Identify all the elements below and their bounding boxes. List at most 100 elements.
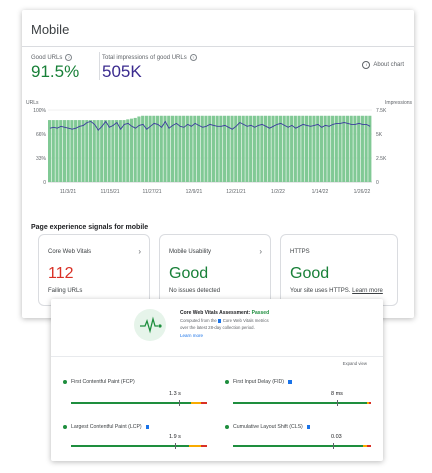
x-tick-label: 1/14/22 xyxy=(312,189,329,195)
right-tick-label: 7.5K xyxy=(376,108,387,114)
metric-name: First Contentful Paint (FCP) xyxy=(71,379,135,385)
pulse-icon xyxy=(134,309,166,341)
card-title: HTTPS xyxy=(290,249,310,255)
distribution-bar-ni xyxy=(367,402,369,404)
chart-bar xyxy=(308,115,312,182)
divider xyxy=(99,52,100,80)
metric-fid: First Input Delay (FID) xyxy=(225,379,292,385)
chart-bar xyxy=(107,120,111,182)
impressions-value: 505K xyxy=(102,62,142,81)
cwv-assessment-card: Core Web Vitals Assessment: Passed Compu… xyxy=(51,299,383,461)
core-metric-icon xyxy=(306,425,311,429)
core-metric-icon xyxy=(217,319,222,323)
chart-bar xyxy=(85,120,89,182)
chart-bar xyxy=(301,115,305,182)
chart-bar xyxy=(234,115,238,182)
metric-value: 8 ms xyxy=(331,391,343,397)
distribution-bar-good xyxy=(233,445,363,447)
chart-bar xyxy=(103,120,107,182)
metric-value: 0.03 xyxy=(331,434,342,440)
expand-view-link[interactable]: Expand view xyxy=(342,361,367,366)
chart-bar xyxy=(312,115,316,182)
chart-bar xyxy=(185,115,189,182)
impressions-label: Total impressions of good URLs ? xyxy=(102,54,197,61)
chart-bar xyxy=(349,115,353,182)
https-card[interactable]: HTTPS Good Your site uses HTTPS. Learn m… xyxy=(280,234,398,306)
divider xyxy=(22,46,414,47)
card-subtitle: No issues detected xyxy=(169,288,221,294)
chart-bar xyxy=(297,115,301,182)
chart-bar xyxy=(148,115,152,182)
chart-bar xyxy=(334,115,338,182)
about-chart-link[interactable]: i About chart xyxy=(362,61,404,69)
core-metric-icon xyxy=(288,380,292,384)
card-subtitle: Failing URLs xyxy=(48,288,83,294)
core-web-vitals-card[interactable]: Core Web Vitals › 112 Failing URLs xyxy=(38,234,150,306)
failing-urls-count: 112 xyxy=(48,265,74,282)
chart-bar xyxy=(174,115,178,182)
chart-bar xyxy=(167,115,171,182)
chart-bar xyxy=(193,115,197,182)
about-chart-text: About chart xyxy=(373,62,404,68)
chart-bar xyxy=(189,115,193,182)
chart-bar xyxy=(345,115,350,182)
chart-bar xyxy=(178,115,182,182)
chart-bar xyxy=(200,115,204,182)
chart-bar xyxy=(211,115,215,182)
chart-bar xyxy=(323,115,327,182)
help-icon[interactable]: ? xyxy=(65,54,73,61)
chart-bar xyxy=(170,115,175,182)
chart-bar xyxy=(70,120,74,182)
left-tick-label: 100% xyxy=(33,108,46,114)
chart-bar xyxy=(241,115,245,182)
chart-bar xyxy=(256,115,260,182)
card-title: Core Web Vitals xyxy=(48,249,92,255)
chart-bar xyxy=(51,120,55,182)
mobile-usability-status: Good xyxy=(169,265,209,282)
status-dot-icon xyxy=(225,425,229,429)
chart-bar xyxy=(204,115,208,182)
card-subtitle: Your site uses HTTPS. Learn more xyxy=(290,288,383,294)
chart-bar xyxy=(245,115,249,182)
chart-bar xyxy=(59,120,63,182)
core-metric-icon xyxy=(145,425,150,429)
chart-bar xyxy=(122,120,126,182)
p75-marker xyxy=(333,443,334,449)
chart-bar xyxy=(88,120,93,182)
mobile-usability-card[interactable]: Mobile Usability › Good No issues detect… xyxy=(159,234,271,306)
chart-bar xyxy=(208,115,212,182)
chart-bar xyxy=(152,115,156,182)
chevron-right-icon[interactable]: › xyxy=(259,247,262,256)
desc-part: over the latest 28-day collection period… xyxy=(180,324,255,330)
chart-bar xyxy=(342,115,346,182)
learn-more-link[interactable]: Learn more xyxy=(352,288,383,294)
chart-bar xyxy=(319,115,323,182)
left-axis-label: URLs xyxy=(26,100,39,106)
distribution-bar-ni xyxy=(363,445,367,447)
right-axis-label: Impressions xyxy=(385,100,412,106)
chart-bar xyxy=(163,115,167,182)
chevron-right-icon[interactable]: › xyxy=(138,247,141,256)
chart-bar xyxy=(219,115,223,182)
distribution-bar-ni xyxy=(191,402,201,404)
chart-bar xyxy=(62,120,67,182)
chart-bar xyxy=(141,115,145,182)
chart-bar xyxy=(182,115,186,182)
impressions-line xyxy=(49,120,371,131)
p75-marker xyxy=(179,400,180,406)
x-tick-label: 11/3/21 xyxy=(60,189,77,195)
chart-bar xyxy=(260,115,264,182)
right-tick-label: 2.5K xyxy=(376,156,387,162)
chart-bar xyxy=(275,115,279,182)
left-tick-label: 0 xyxy=(43,180,46,186)
card-title: Mobile Usability xyxy=(169,249,212,255)
chart-bar xyxy=(282,115,286,182)
https-status: Good xyxy=(290,265,330,282)
learn-more-link[interactable]: Learn more xyxy=(180,333,204,338)
chart-bar xyxy=(368,115,372,182)
help-icon[interactable]: ? xyxy=(189,54,197,61)
chart-bar xyxy=(316,115,320,182)
x-tick-label: 1/2/22 xyxy=(271,189,285,195)
x-tick-label: 1/26/22 xyxy=(354,189,371,195)
chart-bar xyxy=(96,120,100,182)
